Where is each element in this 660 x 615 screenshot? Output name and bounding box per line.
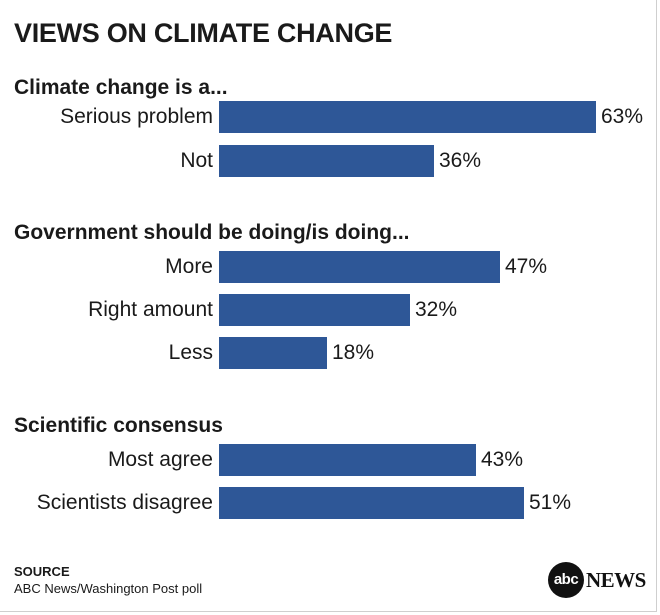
category-label: Less — [168, 341, 213, 364]
category-label: Right amount — [88, 298, 213, 321]
category-label: Serious problem — [60, 105, 213, 128]
bar — [219, 294, 410, 326]
bar-row: Less 18% — [0, 337, 640, 369]
bar-row: Not 36% — [0, 145, 640, 177]
value-label: 63% — [601, 105, 644, 128]
value-label: 36% — [439, 149, 482, 172]
value-label: 51% — [529, 491, 572, 514]
bar — [219, 145, 434, 177]
value-label: 32% — [415, 298, 458, 321]
category-label: Scientists disagree — [36, 491, 213, 514]
value-label: 43% — [481, 448, 524, 471]
bar — [219, 251, 500, 283]
bar-row: Right amount 32% — [0, 294, 640, 326]
chart-title: VIEWS ON CLIMATE CHANGE — [14, 18, 393, 48]
bar-row: Serious problem 63% — [0, 101, 644, 133]
group-heading: Scientific consensus — [14, 414, 223, 437]
abc-logo-mark: abc — [548, 562, 584, 598]
abc-news-logo: abc NEWS — [548, 562, 648, 598]
category-label: Not — [180, 149, 213, 172]
category-label: More — [165, 255, 213, 278]
source-text: ABC News/Washington Post poll — [14, 581, 203, 596]
group-heading: Government should be doing/is doing... — [14, 221, 410, 244]
bar-row: Most agree 43% — [0, 444, 640, 476]
news-logo-word: NEWS — [586, 568, 646, 592]
bar-row: Scientists disagree 51% — [0, 487, 640, 519]
group-heading: Climate change is a... — [14, 76, 228, 99]
value-label: 18% — [332, 341, 375, 364]
bar-row: More 47% — [0, 251, 640, 283]
bar — [219, 444, 476, 476]
source-heading: SOURCE — [14, 564, 70, 579]
bar — [219, 337, 327, 369]
bar — [219, 101, 596, 133]
category-label: Most agree — [107, 448, 213, 471]
bar — [219, 487, 524, 519]
value-label: 47% — [505, 255, 548, 278]
